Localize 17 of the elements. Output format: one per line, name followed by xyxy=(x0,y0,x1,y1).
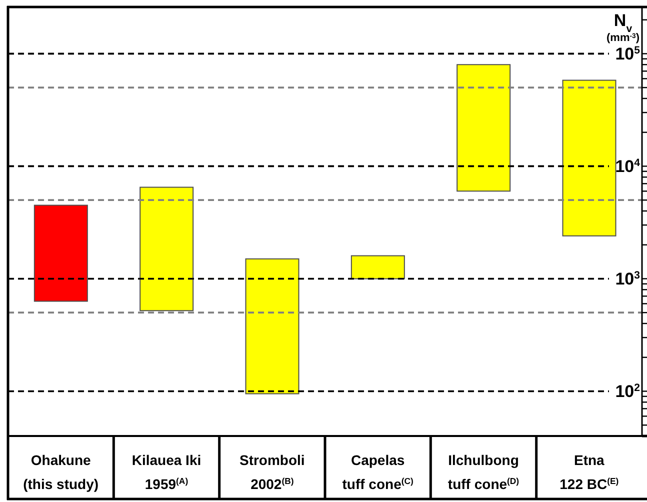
y-tick-label: 10$^{2}$ xyxy=(615,382,640,402)
y-tick-label: 10$^{3}$ xyxy=(615,270,640,289)
x-tick-label: Capelas tuff cone$^{(C)}$ xyxy=(342,452,414,492)
bar xyxy=(34,204,88,302)
x-tick-label: Kilauea Iki 1959$^{(A)}$ xyxy=(132,452,202,492)
x-tick-label: Ilchulbong tuff cone$^{(D)}$ xyxy=(448,452,520,492)
y-tick-label: 10$^{4}$ xyxy=(615,157,640,176)
bar xyxy=(562,80,616,236)
bar xyxy=(140,186,194,312)
x-tick-label: Ohakune (this study) xyxy=(23,452,99,492)
x-tick-label: Etna 122 BC$^{(E)}$ xyxy=(560,452,619,492)
bar xyxy=(350,255,405,280)
bar xyxy=(245,258,300,394)
bar xyxy=(456,64,511,192)
y-tick-label: 10$^{5}$ xyxy=(615,44,640,64)
y-axis-title: N$_{v}$ (mm$^{-3}$) xyxy=(606,11,640,44)
x-tick-label: Stromboli 2002$^{(B)}$ xyxy=(239,452,305,492)
